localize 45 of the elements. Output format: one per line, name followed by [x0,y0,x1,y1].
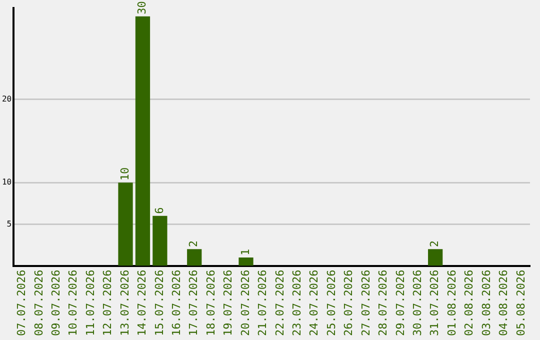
x-tick-label: 16.07.2026 [170,270,184,336]
bar [152,216,168,266]
x-tick-label: 27.07.2026 [359,270,372,336]
x-tick-label: 21.07.2026 [256,270,270,336]
data-label: 2 [428,240,442,248]
x-tick-label: 08.07.2026 [32,270,46,336]
x-tick-label: 04.08.2026 [497,270,510,336]
bar [428,249,443,266]
y-tick-label: 5 [6,219,12,228]
x-tick-label: 03.08.2026 [480,270,493,336]
x-tick-label: 22.07.2026 [273,270,286,336]
x-tick-label: 28.07.2026 [376,270,390,336]
x-tick-label: 14.07.2026 [136,270,149,336]
y-tick-label: 10 [2,178,12,187]
data-label: 1 [238,248,252,256]
x-tick-label: 24.07.2026 [308,270,321,336]
x-tick-label: 20.07.2026 [238,270,252,336]
x-tick-label: 15.07.2026 [152,270,166,336]
x-tick-label: 12.07.2026 [101,270,114,336]
x-tick-label: 25.07.2026 [324,270,338,336]
x-tick-label: 29.07.2026 [394,270,407,336]
x-tick-label: 31.07.2026 [428,270,442,336]
bar [238,257,254,266]
x-tick-label: 23.07.2026 [290,270,304,336]
data-label: 6 [152,207,166,214]
data-label: 10 [118,167,132,181]
y-tick-label: 20 [2,94,12,104]
x-tick-label: 18.07.2026 [204,270,218,336]
bar [187,249,202,266]
x-tick-label: 07.07.2026 [15,270,28,336]
data-label: 30 [136,1,149,14]
x-tick-label: 30.07.2026 [410,270,424,336]
x-tick-label: 01.08.2026 [445,270,458,336]
data-label: 2 [187,240,200,248]
x-tick-label: 13.07.2026 [118,270,132,336]
x-tick-label: 17.07.2026 [187,270,200,336]
x-tick-label: 09.07.2026 [50,270,63,336]
x-tick-label: 10.07.2026 [66,270,80,336]
x-tick-label: 05.08.2026 [514,270,528,336]
x-tick-label: 26.07.2026 [342,270,356,336]
bar [135,16,150,266]
x-tick-label: 19.07.2026 [222,270,235,336]
x-tick-label: 02.08.2026 [462,270,476,336]
x-tick-label: 11.07.2026 [84,270,97,336]
bar [118,182,133,266]
